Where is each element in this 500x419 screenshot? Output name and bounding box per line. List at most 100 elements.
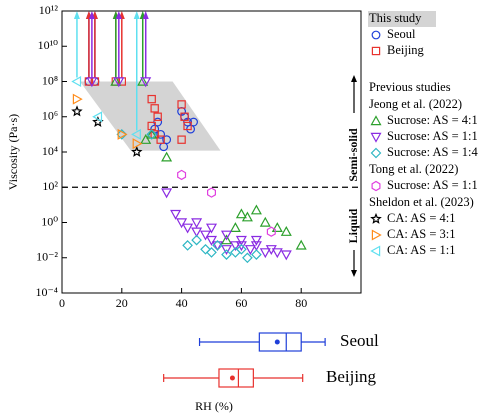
legend-label: Seoul — [387, 27, 416, 41]
marker — [259, 216, 271, 227]
legend-label: Sucrose: AS = 1:1 — [387, 178, 478, 192]
marker — [147, 94, 156, 104]
marker — [280, 225, 292, 236]
legend-heading: Previous studies — [369, 80, 451, 94]
marker — [86, 77, 98, 88]
marker — [150, 104, 159, 113]
marker — [212, 240, 223, 251]
marker — [162, 135, 172, 145]
legend-marker — [371, 229, 382, 241]
marker — [71, 75, 82, 88]
legend-heading: Sheldon et al. (2023) — [369, 195, 474, 209]
marker — [146, 128, 158, 139]
marker — [177, 135, 186, 144]
marker — [205, 235, 218, 246]
lower-limit-arrowhead — [115, 11, 122, 19]
box-label: Seoul — [340, 331, 379, 350]
marker — [266, 226, 276, 237]
legend-marker — [370, 115, 382, 126]
box — [258, 332, 302, 352]
box-label: Beijing — [326, 367, 377, 386]
marker — [220, 245, 233, 256]
legend-label: Beijing — [387, 43, 425, 57]
marker — [177, 100, 186, 109]
x-tick-label: 80 — [295, 296, 307, 310]
marker — [220, 230, 233, 241]
marker — [191, 218, 203, 229]
x-tick-label: 40 — [176, 296, 188, 310]
marker — [271, 248, 283, 259]
marker — [156, 135, 165, 144]
marker — [200, 243, 211, 255]
marker — [161, 151, 173, 162]
marker — [207, 187, 216, 198]
legend-label: Sucrose: AS = 1:4 — [387, 145, 478, 159]
marker — [170, 209, 182, 220]
marker — [199, 230, 212, 241]
marker — [117, 128, 128, 140]
marker — [153, 112, 162, 121]
marker — [235, 241, 247, 252]
marker — [140, 133, 152, 144]
legend-label: Sucrose: AS = 1:1 — [387, 129, 478, 143]
legend-marker — [370, 245, 381, 257]
y-tick-label: 10⁻⁴ — [35, 285, 58, 299]
legend-heading: This study — [369, 11, 422, 25]
marker — [250, 235, 262, 246]
annotation: Semi-solid — [346, 128, 360, 182]
annotation-arrowhead — [351, 75, 357, 82]
marker — [183, 121, 192, 131]
legend-heading: Tong et al. (2022) — [369, 162, 458, 176]
marker — [132, 138, 143, 150]
marker — [205, 223, 218, 234]
marker — [182, 240, 193, 251]
marker — [242, 252, 253, 264]
y-tick-label: 10⁰ — [41, 214, 58, 228]
marker — [71, 105, 83, 117]
y-tick-label: 10⁴ — [42, 144, 58, 158]
marker — [251, 249, 262, 260]
legend-marker — [371, 180, 381, 192]
marker — [250, 241, 262, 252]
y-axis-label: Viscosity (Pa·s) — [6, 114, 20, 190]
legend-label: Sucrose: AS = 4:1 — [387, 113, 478, 127]
legend-heading: Jeong et al. (2022) — [369, 97, 462, 111]
legend-marker — [370, 147, 382, 159]
box-mean — [274, 339, 280, 345]
y-tick-label: 10¹² — [39, 3, 59, 17]
marker — [221, 249, 232, 260]
marker — [92, 111, 103, 123]
legend-marker — [370, 132, 382, 143]
marker — [110, 75, 122, 86]
x-tick-label: 20 — [116, 296, 128, 310]
lower-limit-arrowhead — [133, 11, 140, 19]
marker — [137, 75, 149, 86]
marker — [250, 204, 262, 215]
marker — [131, 145, 143, 157]
marker — [140, 77, 152, 88]
legend-label: CA: AS = 4:1 — [387, 211, 456, 225]
lower-limit-arrowhead — [142, 11, 149, 19]
x-axis-label: RH (%) — [195, 399, 233, 413]
legend-label: CA: AS = 3:1 — [387, 227, 456, 241]
marker — [235, 235, 247, 246]
y-tick-label: 10⁻² — [36, 250, 58, 264]
annotation-arrowhead — [351, 270, 357, 277]
x-tick-label: 60 — [235, 296, 247, 310]
marker — [131, 128, 141, 140]
marker — [177, 169, 187, 181]
plot-frame — [61, 10, 362, 294]
marker — [176, 218, 188, 229]
marker — [191, 234, 202, 246]
marker — [206, 247, 217, 258]
marker — [271, 222, 283, 232]
marker — [72, 93, 83, 105]
marker — [220, 234, 233, 245]
marker — [146, 129, 158, 140]
marker — [236, 243, 247, 255]
y-tick-label: 10⁶ — [42, 109, 58, 123]
y-tick-label: 10¹⁰ — [38, 38, 59, 52]
marker — [211, 241, 224, 252]
y-tick-label: 10² — [42, 179, 58, 193]
